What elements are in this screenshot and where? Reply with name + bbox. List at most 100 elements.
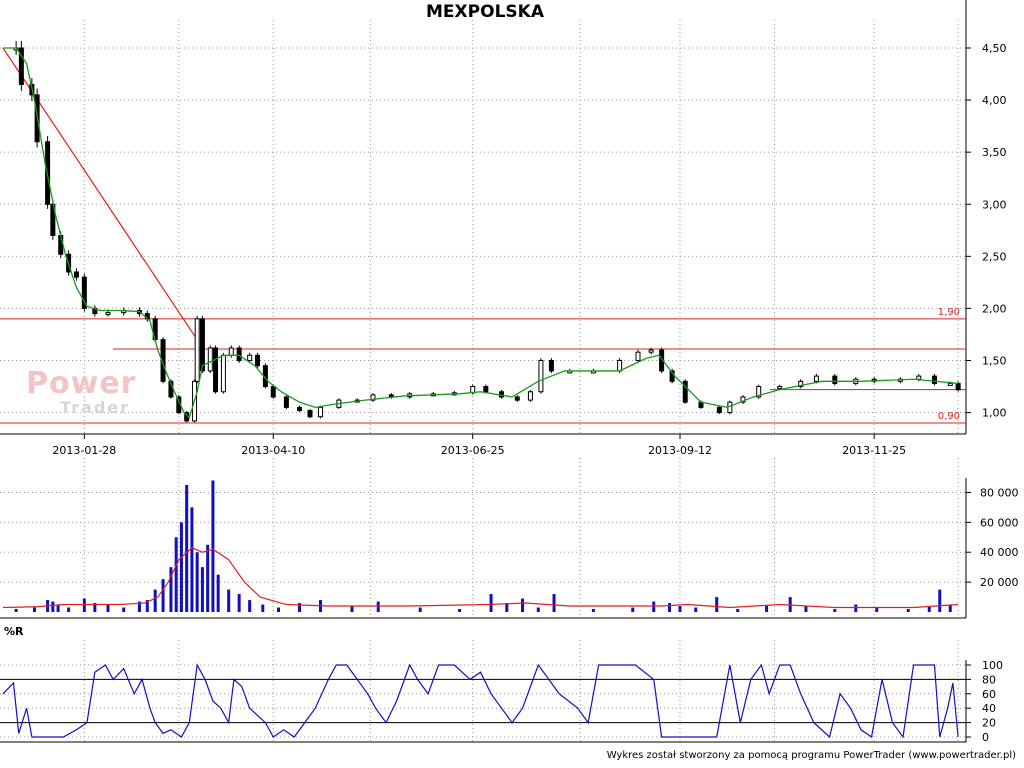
volume-bar [122, 607, 126, 612]
volume-bar [906, 609, 910, 612]
wr-y-tick-label: 100 [982, 659, 1003, 672]
volume-bar [190, 507, 194, 612]
chart-title: MEXPOLSKA [426, 2, 544, 22]
volume-bar [736, 609, 740, 612]
volume-bar [169, 567, 173, 612]
volume-bar [82, 598, 86, 612]
volume-bar [715, 597, 719, 612]
candle-body [617, 360, 623, 372]
price-moving-average-line [3, 47, 959, 420]
candle-body [81, 276, 87, 309]
candle-body [318, 406, 324, 418]
candle-body [832, 375, 838, 384]
wr-line [2, 663, 959, 739]
volume-bar [174, 537, 178, 612]
x-tick-label: 2013-09-12 [648, 444, 712, 457]
volume-bar [56, 604, 60, 612]
price-y-tick-label: 4,00 [982, 94, 1007, 107]
footer-credit: Wykres został stworzony za pomocą progra… [606, 750, 1016, 761]
candle-body [18, 47, 24, 85]
level-label: 1,90 [938, 307, 960, 318]
candle-body [73, 271, 79, 278]
volume-bar [938, 589, 942, 612]
volume-y-tick-label: 20 000 [980, 576, 1019, 589]
candle-body [220, 354, 226, 393]
candle-body [207, 347, 213, 372]
volume-bar [833, 609, 837, 612]
volume-bar [854, 604, 858, 612]
volume-bar [206, 544, 210, 612]
volume-bar [106, 604, 110, 612]
volume-bar [505, 603, 509, 612]
volume-bar [185, 484, 189, 612]
volume-bar [652, 601, 656, 612]
volume-bar [804, 606, 808, 612]
watermark-power: Power [26, 366, 137, 401]
volume-bar [694, 607, 698, 612]
price-y-tick-label: 4,50 [982, 42, 1007, 55]
volume-bar [200, 567, 204, 612]
volume-bar [678, 606, 682, 612]
volume-bar [948, 604, 952, 612]
candle-body [270, 386, 276, 398]
volume-bar [591, 609, 595, 612]
volume-bar [93, 603, 97, 612]
x-tick-label: 2013-11-25 [842, 444, 906, 457]
price-y-tick-label: 2,00 [982, 302, 1007, 315]
volume-bar [161, 579, 165, 612]
volume-bar [153, 589, 157, 612]
volume-bar [211, 480, 215, 612]
candle-body [283, 396, 289, 408]
candle-body [798, 380, 804, 388]
candle-body [255, 354, 261, 367]
volume-bar [298, 603, 302, 612]
candle-body [648, 349, 654, 353]
price-y-tick-label: 1,50 [982, 355, 1007, 368]
candle-body [716, 406, 722, 414]
price-y-tick-label: 2,50 [982, 250, 1007, 263]
candle-body [955, 382, 961, 391]
volume-bar [521, 598, 525, 612]
candle-body [538, 360, 544, 393]
price-y-tick-label: 3,00 [982, 198, 1007, 211]
candle-body [756, 386, 762, 398]
watermark-trader: Trader [60, 398, 131, 417]
volume-bar [418, 607, 422, 612]
volume-bar [536, 607, 540, 612]
volume-bar [195, 552, 199, 612]
candle-body [236, 347, 242, 361]
wr-y-tick-label: 20 [982, 717, 996, 730]
volume-y-tick-label: 80 000 [980, 486, 1019, 499]
volume-y-tick-label: 40 000 [980, 546, 1019, 559]
volume-bar [227, 589, 231, 612]
volume-bar [631, 607, 635, 612]
volume-bar [248, 600, 252, 612]
candle-body [514, 396, 520, 401]
candle-body [307, 410, 313, 418]
candle-body [916, 375, 922, 380]
volume-bar [667, 603, 671, 612]
candle-body [527, 391, 533, 401]
volume-y-tick-label: 60 000 [980, 516, 1019, 529]
volume-bar [179, 522, 183, 612]
volume-bar [489, 594, 493, 612]
volume-bar [765, 606, 769, 612]
candle-body [740, 396, 746, 403]
volume-bar [350, 606, 354, 612]
wr-y-tick-label: 80 [982, 673, 996, 686]
candle-body [194, 318, 200, 382]
candle-body [105, 312, 111, 316]
x-tick-label: 2013-01-28 [52, 444, 116, 457]
volume-bar [51, 601, 55, 612]
candle-body [228, 347, 234, 356]
candle-body [813, 375, 819, 382]
volume-bar [32, 607, 36, 612]
price-y-tick-label: 1,00 [982, 407, 1007, 420]
wr-y-tick-label: 0 [982, 731, 989, 744]
candle-body [297, 406, 303, 411]
candle-body [947, 382, 953, 386]
candle-body [199, 318, 205, 372]
price-y-tick-label: 3,50 [982, 146, 1007, 159]
candle-body [247, 354, 253, 361]
candle-body [213, 347, 219, 393]
